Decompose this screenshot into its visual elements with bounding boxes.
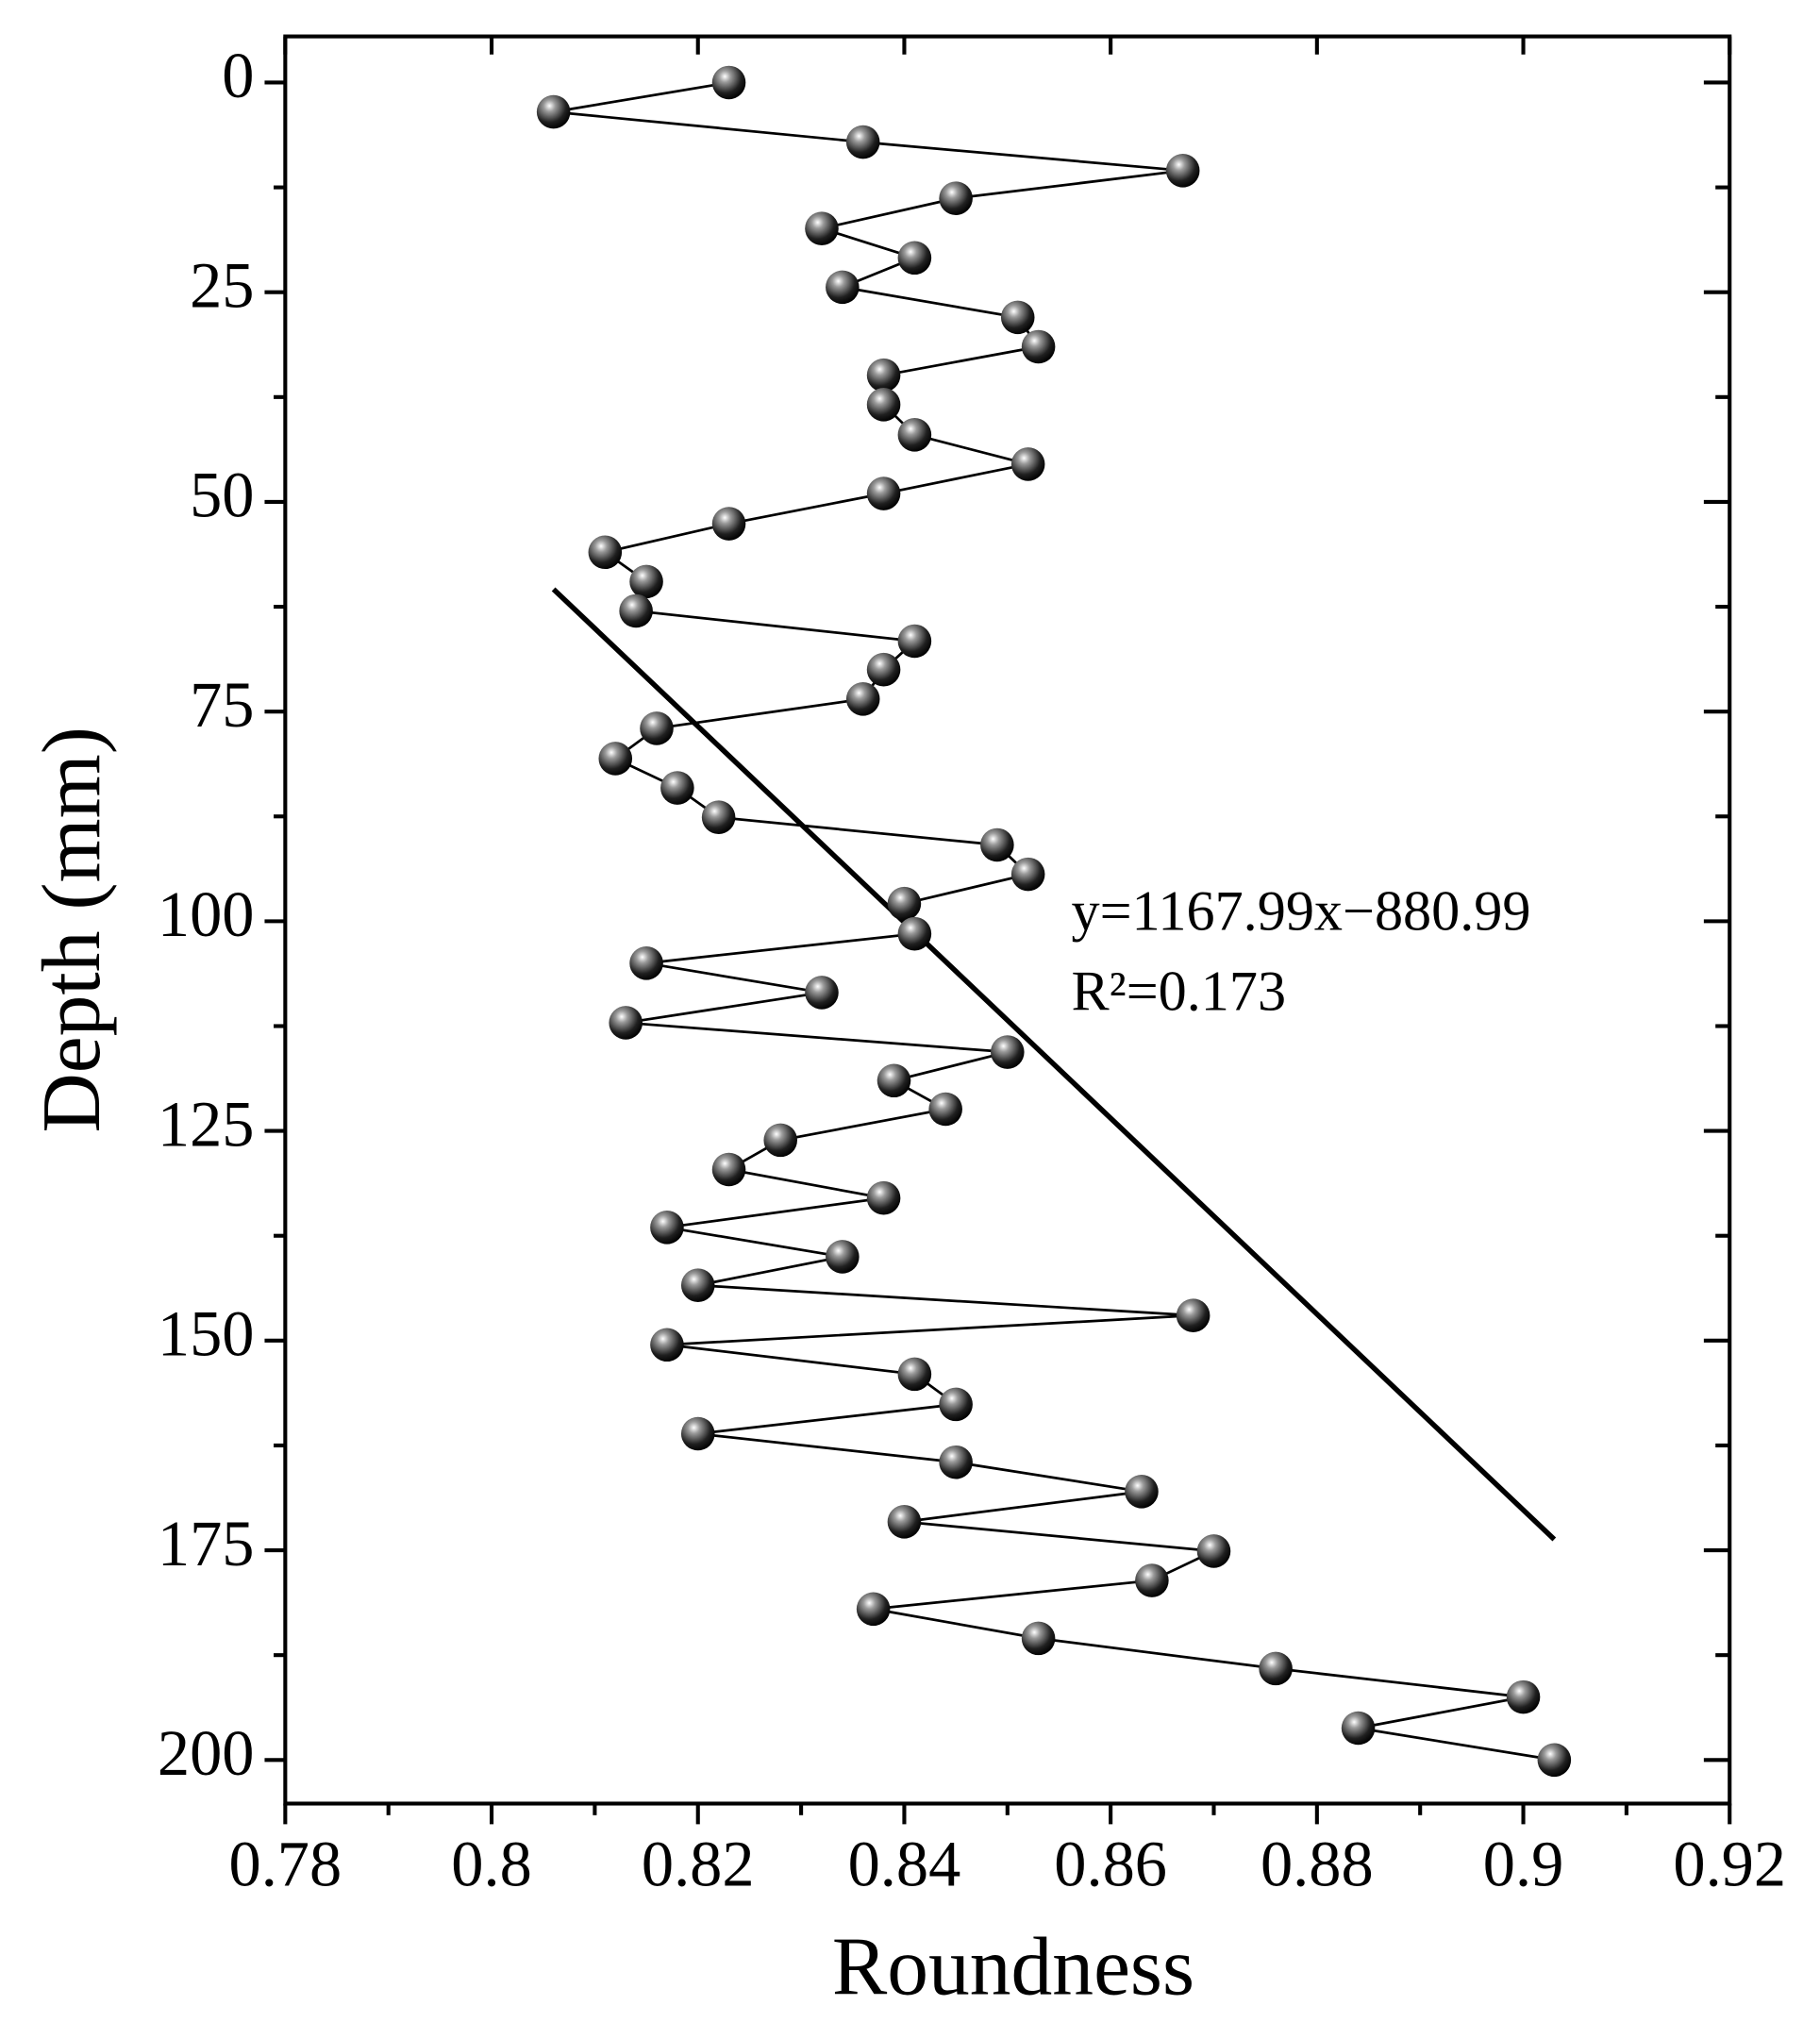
y-tick-label: 150 (158, 1298, 255, 1370)
data-point (1021, 329, 1056, 364)
data-point (1010, 447, 1045, 481)
data-point (845, 682, 880, 716)
y-tick-label: 25 (190, 249, 254, 321)
data-point (1021, 1621, 1056, 1656)
data-point (805, 211, 839, 245)
data-point (939, 1387, 973, 1422)
y-axis-label: Depth (mm) (25, 727, 117, 1132)
data-point (887, 1505, 922, 1539)
data-point (711, 507, 746, 541)
fit-equation: y=1167.99x−880.99 (1072, 879, 1531, 943)
fit-line (551, 587, 1557, 1542)
data-point (1196, 1534, 1231, 1568)
data-point (763, 1123, 798, 1158)
data-point (939, 1445, 973, 1479)
data-point (1537, 1743, 1572, 1778)
x-tick-label: 0.92 (1673, 1828, 1786, 1899)
y-tick-label: 0 (222, 40, 254, 111)
data-point (536, 94, 571, 129)
data-point (629, 564, 663, 599)
data-point (845, 125, 880, 159)
data-point (939, 181, 973, 215)
data-point (640, 711, 674, 745)
data-point (866, 358, 901, 393)
data-point (701, 800, 736, 834)
data-point (866, 476, 901, 510)
x-tick-label: 0.82 (642, 1828, 755, 1899)
data-point (897, 418, 932, 452)
data-point (629, 946, 663, 980)
y-tick-label: 50 (190, 460, 254, 531)
data-point (1135, 1563, 1169, 1597)
data-point (897, 241, 932, 276)
data-point (866, 1180, 901, 1215)
data-point (897, 624, 932, 659)
data-point (1125, 1475, 1159, 1509)
data-point (1259, 1651, 1293, 1686)
data-point (1000, 300, 1035, 335)
y-tick-label: 75 (190, 669, 254, 741)
x-tick-label: 0.9 (1483, 1828, 1563, 1899)
data-point (711, 65, 746, 100)
data-point (1506, 1679, 1541, 1714)
y-tick-label: 125 (158, 1088, 255, 1160)
fit-r2: R²=0.173 (1072, 960, 1287, 1023)
y-tick-label: 100 (158, 878, 255, 950)
x-tick-label: 0.78 (229, 1828, 342, 1899)
data-point (1341, 1711, 1376, 1746)
data-point (650, 1211, 684, 1245)
data-point (856, 1592, 891, 1627)
data-point (711, 1152, 746, 1187)
data-point (680, 1416, 715, 1451)
data-point (887, 886, 922, 921)
data-point (980, 827, 1014, 862)
y-tick-label: 200 (158, 1717, 255, 1789)
data-point (866, 652, 901, 687)
data-point (991, 1035, 1025, 1069)
x-axis-label: Roundness (832, 1921, 1194, 2013)
data-point (609, 1006, 643, 1040)
data-point (805, 976, 839, 1010)
data-point (897, 1357, 932, 1392)
x-tick-label: 0.84 (848, 1828, 961, 1899)
data-point (826, 270, 860, 305)
data-point (1176, 1298, 1211, 1332)
data-point (598, 742, 633, 776)
data-point (897, 916, 932, 951)
data-point (680, 1268, 715, 1302)
data-point (877, 1063, 911, 1098)
y-tick-label: 175 (158, 1508, 255, 1579)
x-tick-label: 0.8 (451, 1828, 532, 1899)
data-point (928, 1092, 962, 1127)
data-point (826, 1240, 860, 1274)
data-point (619, 593, 653, 628)
data-point (660, 771, 694, 805)
x-tick-label: 0.86 (1054, 1828, 1167, 1899)
x-tick-label: 0.88 (1261, 1828, 1374, 1899)
data-point (1010, 857, 1045, 892)
data-point (1165, 154, 1200, 188)
data-point (588, 535, 623, 570)
data-point (866, 388, 901, 422)
data-point (650, 1328, 684, 1362)
